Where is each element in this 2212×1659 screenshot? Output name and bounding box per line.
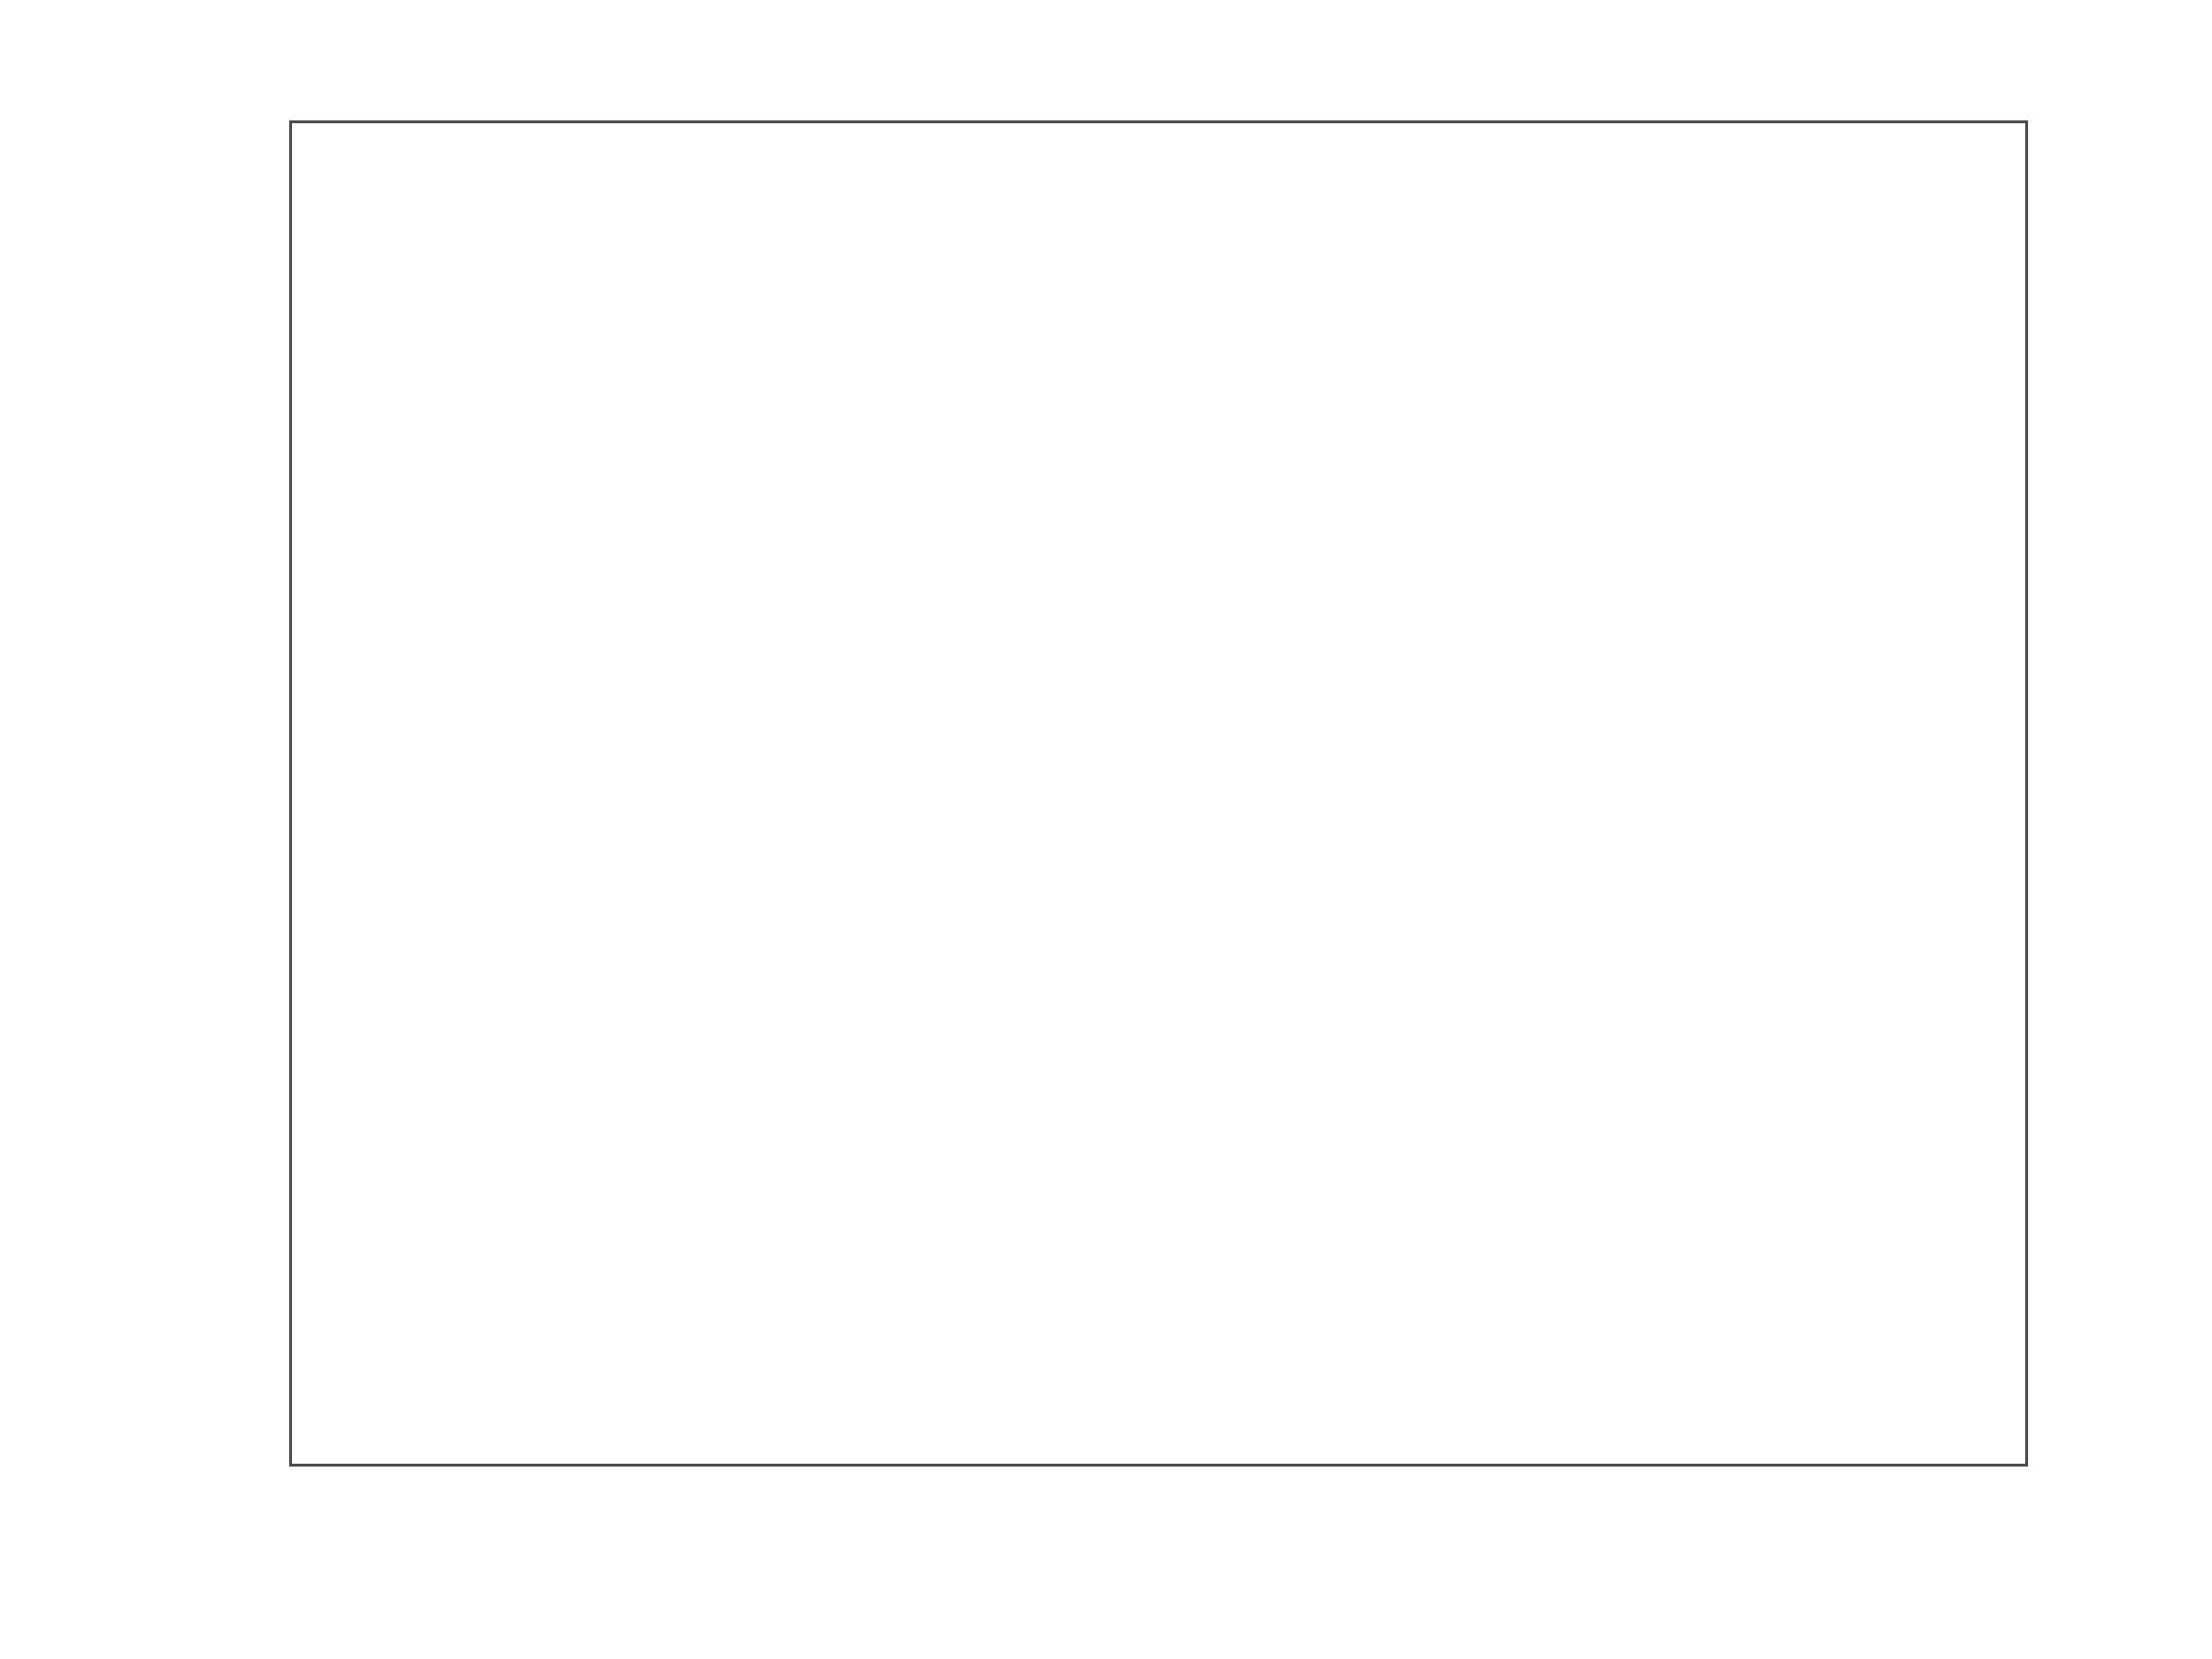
traces-canvas (292, 123, 2025, 1464)
plot-axes (289, 120, 2028, 1467)
x-axis (289, 1475, 2028, 1541)
